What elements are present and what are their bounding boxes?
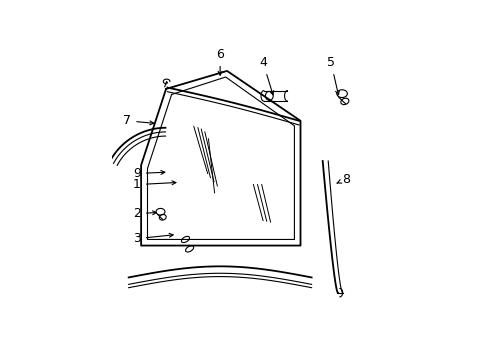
Text: 3: 3: [133, 232, 173, 245]
Text: 6: 6: [216, 48, 224, 75]
Text: 7: 7: [123, 114, 153, 127]
Text: 5: 5: [326, 56, 339, 95]
Text: 9: 9: [133, 167, 164, 180]
Text: 8: 8: [336, 172, 349, 185]
Text: 4: 4: [259, 56, 273, 95]
Text: 1: 1: [133, 178, 176, 191]
Text: 2: 2: [133, 207, 156, 220]
